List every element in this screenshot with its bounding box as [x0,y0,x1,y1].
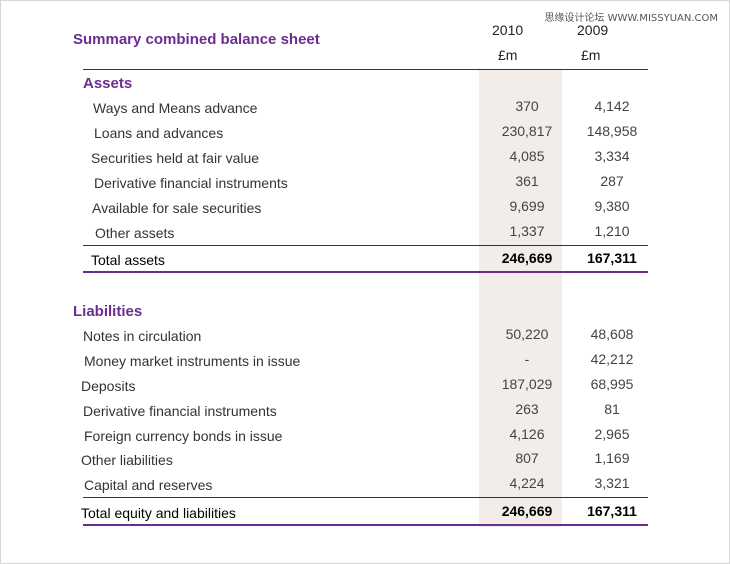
asset-row-2009: 148,958 [586,123,638,139]
liability-row-2009: 42,212 [590,351,634,367]
asset-row-2009: 9,380 [594,198,630,214]
sheet-title: Summary combined balance sheet [73,31,320,48]
liability-row-2010: 807 [515,450,539,466]
asset-row-label: Available for sale securities [92,200,262,216]
liability-row-2009: 68,995 [590,376,634,392]
liability-row-2009: 1,169 [594,450,630,466]
assets-total-divider [83,245,648,246]
liability-row-2010: 4,126 [509,426,545,442]
column-year-2009: 2009 [577,22,609,38]
assets-heading: Assets [83,75,133,92]
total-assets-2010: 246,669 [501,250,553,266]
total-assets-label: Total assets [91,252,165,268]
asset-row-2010: 361 [515,173,539,189]
liability-row-label: Notes in circulation [83,328,202,344]
asset-row-2010: 230,817 [501,123,553,139]
asset-row-2009: 1,210 [594,223,630,239]
liability-row-2009: 48,608 [590,326,634,342]
header-divider [83,69,648,70]
asset-row-label: Derivative financial instruments [94,175,288,191]
liability-row-2010: 4,224 [509,475,545,491]
asset-row-label: Ways and Means advance [93,100,258,116]
total-liabilities-2010: 246,669 [501,503,553,519]
asset-row-2010: 370 [515,98,539,114]
highlight-column-2010 [479,69,562,527]
liabilities-heading: Liabilities [73,303,143,320]
liability-row-label: Deposits [81,378,136,394]
liability-row-label: Foreign currency bonds in issue [84,428,283,444]
liability-row-2009: 3,321 [594,475,630,491]
watermark-text: 思缘设计论坛 WWW.MISSYUAN.COM [544,13,718,24]
liability-row-label: Money market instruments in issue [84,353,301,369]
asset-row-2009: 4,142 [594,98,630,114]
liability-row-2010: 187,029 [501,376,553,392]
asset-row-label: Securities held at fair value [91,150,260,166]
asset-row-2009: 3,334 [594,148,630,164]
asset-row-label: Other assets [95,225,175,241]
liability-row-label: Derivative financial instruments [83,403,277,419]
asset-row-2009: 287 [600,173,624,189]
liability-row-label: Other liabilities [81,452,173,468]
liability-row-label: Capital and reserves [84,477,213,493]
total-liabilities-2009: 167,311 [587,503,637,519]
liability-row-2010: 263 [515,401,539,417]
column-unit-2009: £m [581,47,601,63]
asset-row-2010: 9,699 [509,198,545,214]
liabilities-total-divider [83,497,648,498]
liability-row-2010: - [524,351,530,367]
liability-row-2009: 81 [604,401,620,417]
asset-row-2010: 4,085 [509,148,545,164]
liability-row-2010: 50,220 [505,326,549,342]
asset-row-label: Loans and advances [94,125,224,141]
assets-total-underline [83,271,648,273]
liabilities-total-underline [83,524,648,526]
asset-row-2010: 1,337 [509,223,545,239]
column-unit-2010: £m [498,47,518,63]
column-year-2010: 2010 [492,22,524,38]
total-assets-2009: 167,311 [587,250,637,266]
total-liabilities-label: Total equity and liabilities [81,505,236,521]
liability-row-2009: 2,965 [594,426,630,442]
